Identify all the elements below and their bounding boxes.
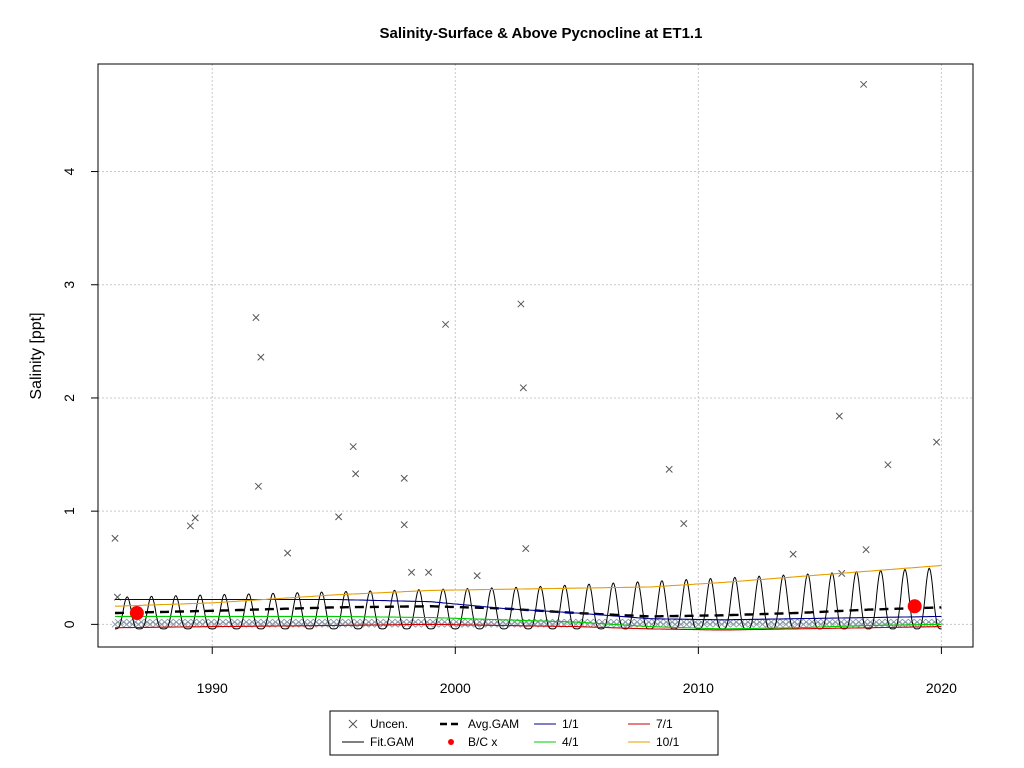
- uncensored-point: [522, 544, 530, 553]
- legend-symbol-dot: [448, 739, 454, 745]
- series-lines: [114, 564, 942, 631]
- y-tick-label: 2: [61, 394, 77, 402]
- y-tick-label: 4: [61, 167, 77, 175]
- legend: Uncen. Fit.GAM Avg.GAM B/C x 1/1 4/1 7/1 10/1: [329, 710, 719, 756]
- y-axis-label: Salinity [ppt]: [28, 312, 45, 399]
- x-tick-label: 2020: [926, 680, 957, 696]
- chart-title: Salinity-Surface & Above Pycnocline at E…: [380, 25, 703, 42]
- y-tick-label: 0: [61, 620, 77, 628]
- y-axis: 0 1 2 3 4: [61, 167, 98, 628]
- y-tick-label: 3: [61, 281, 77, 289]
- uncensored-point: [932, 438, 941, 446]
- series-line-1-1: [115, 598, 942, 621]
- uncensored-point: [257, 353, 265, 361]
- legend-label: 1/1: [562, 717, 579, 731]
- uncensored-point: [884, 461, 892, 469]
- uncensored-point: [835, 412, 843, 420]
- uncensored-point: [335, 513, 343, 521]
- bc-point: [907, 599, 922, 614]
- x-tick-label: 1990: [197, 680, 228, 696]
- uncensored-point: [111, 534, 119, 542]
- legend-label: 4/1: [562, 735, 579, 749]
- y-tick-label: 1: [61, 507, 77, 515]
- uncensored-point: [519, 384, 527, 392]
- uncensored-point: [665, 465, 673, 473]
- legend-label: B/C x: [468, 735, 497, 749]
- series-line-7-1: [114, 623, 942, 631]
- uncensored-point: [400, 521, 408, 529]
- legend-label: Avg.GAM: [468, 717, 519, 731]
- plot-frame: [97, 63, 974, 648]
- bc-points: [129, 599, 922, 621]
- uncensored-point: [400, 474, 408, 482]
- legend-box: [329, 710, 719, 756]
- uncensored-point: [789, 550, 797, 558]
- legend-label: 10/1: [656, 735, 680, 749]
- uncensored-point: [284, 549, 292, 557]
- uncensored-point: [862, 546, 870, 554]
- legend-label: Fit.GAM: [370, 735, 414, 749]
- uncensored-point: [860, 80, 868, 88]
- uncensored-point: [191, 514, 199, 522]
- uncensored-point: [252, 314, 260, 322]
- uncensored-point: [473, 572, 481, 580]
- uncensored-point: [254, 482, 262, 490]
- legend-label: 7/1: [656, 717, 673, 731]
- x-tick-label: 2010: [683, 680, 714, 696]
- uncensored-point: [352, 470, 360, 478]
- bc-point: [129, 606, 144, 621]
- uncensored-point: [349, 443, 357, 451]
- series-line-4-1: [115, 615, 942, 630]
- uncensored-point: [680, 520, 688, 528]
- legend-symbol-cross: [348, 719, 358, 729]
- series-line-10-1: [115, 564, 942, 607]
- x-tick-label: 2000: [440, 680, 471, 696]
- uncensored-point: [407, 568, 416, 576]
- legend-label: Uncen.: [370, 717, 408, 731]
- uncensored-point: [442, 320, 450, 328]
- x-axis: 1990 2000 2010 2020: [197, 647, 957, 696]
- uncensored-point: [186, 522, 194, 530]
- uncensored-point: [425, 568, 433, 576]
- uncensored-point: [517, 300, 525, 308]
